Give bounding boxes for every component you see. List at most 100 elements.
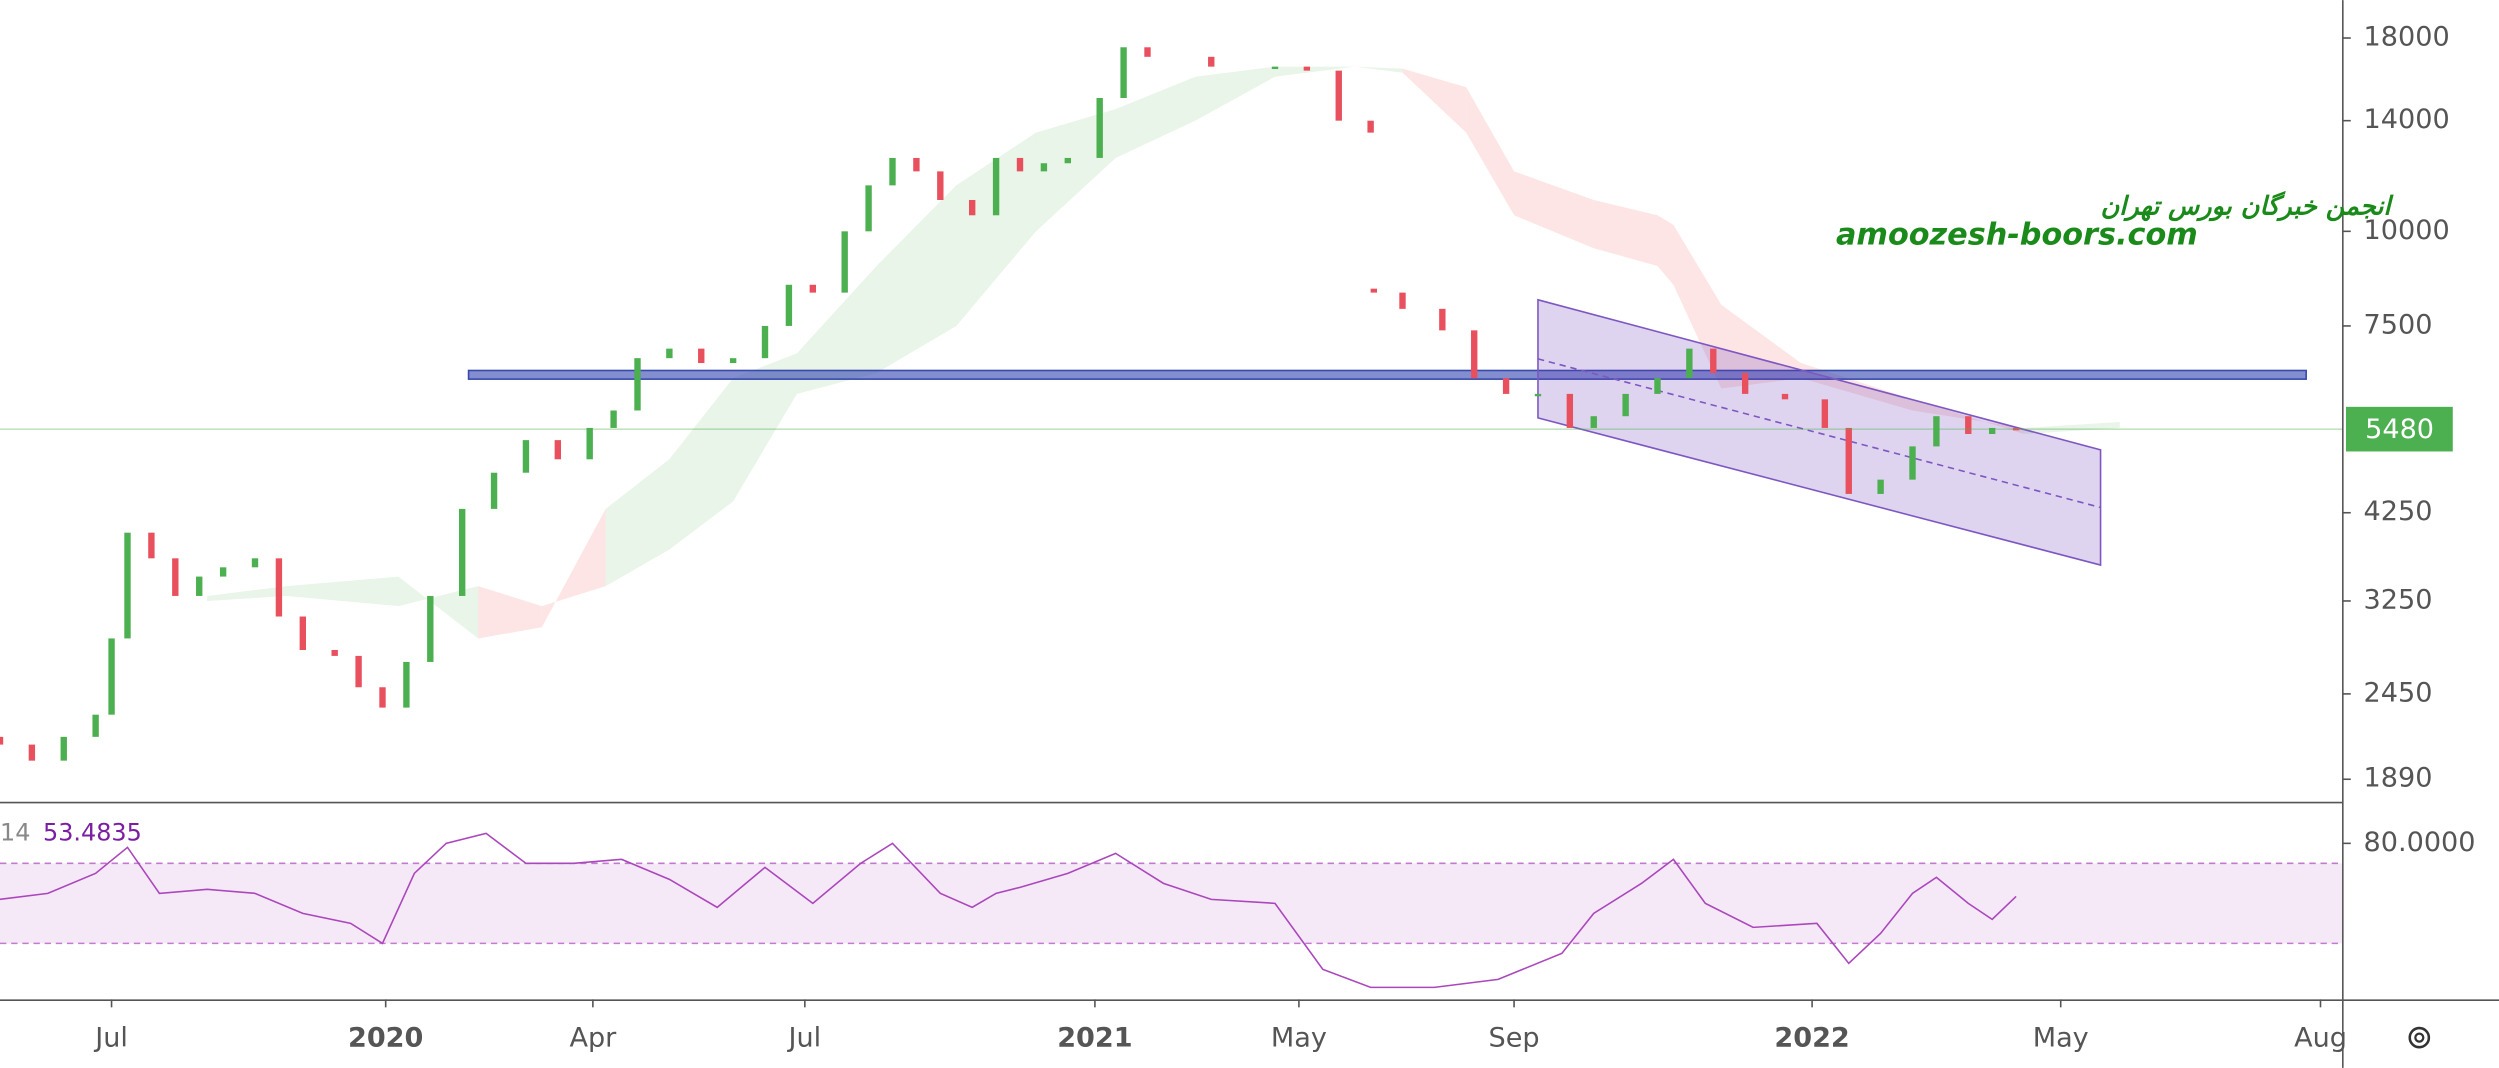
candle: [969, 199, 976, 216]
cloud-segment: [669, 378, 734, 550]
settings-icon[interactable]: [2408, 1026, 2431, 1049]
x-tick-label: 2022: [1774, 1023, 1849, 1054]
cloud-segment: [876, 185, 957, 374]
candle: [698, 348, 705, 364]
cloud-segment: [1275, 66, 1355, 77]
cloud-segment: [1657, 215, 1674, 285]
candle: [60, 736, 67, 761]
candle: [1016, 157, 1024, 172]
cloud-segment: [1514, 171, 1594, 249]
candle: [28, 744, 36, 761]
y-tick-label: 18000: [2364, 22, 2450, 53]
candle: [299, 616, 306, 650]
watermark-site: amoozesh-boors.com: [1836, 217, 2198, 252]
y-tick-label: 3250: [2364, 584, 2433, 615]
candle: [1933, 416, 1940, 447]
y-tick-label: 10000: [2364, 215, 2450, 246]
candle: [1654, 378, 1661, 394]
y-tick-label: 4250: [2364, 496, 2433, 527]
candle: [1303, 66, 1311, 71]
last-price-label: 5480: [2365, 414, 2434, 445]
cloud-segment: [398, 576, 479, 639]
candle: [1686, 348, 1693, 379]
x-tick-label: May: [1271, 1023, 1327, 1054]
candle: [403, 661, 410, 708]
x-tick-label: Apr: [569, 1023, 617, 1054]
candle: [1335, 70, 1342, 121]
candle: [1534, 393, 1542, 397]
candle: [1741, 373, 1749, 394]
candle: [865, 185, 872, 232]
y-tick-label: 1890: [2364, 763, 2433, 794]
x-tick-label: Jul: [787, 1023, 822, 1054]
candle: [275, 558, 283, 617]
candle: [1845, 427, 1852, 494]
candle: [1502, 378, 1510, 394]
candle: [1144, 47, 1151, 57]
candle: [172, 558, 179, 596]
candle: [1781, 393, 1789, 400]
candle: [729, 358, 737, 364]
y-tick-label: 7500: [2364, 309, 2433, 340]
candle: [0, 736, 4, 745]
candle: [1622, 393, 1629, 417]
candle: [459, 508, 466, 596]
candle: [1271, 66, 1279, 70]
cloud-segment: [605, 459, 670, 587]
candle: [666, 348, 673, 359]
rsi-length: 14: [0, 819, 30, 847]
candle: [92, 714, 99, 737]
candle: [219, 567, 227, 577]
candle: [490, 472, 498, 509]
candle: [124, 532, 131, 639]
candle: [1096, 97, 1103, 158]
candle: [1367, 120, 1374, 133]
cloud-segment: [1466, 87, 1515, 216]
candle: [1877, 479, 1884, 494]
channel-midline: [1537, 358, 2101, 509]
candle: [1566, 393, 1574, 428]
x-tick-label: Sep: [1489, 1023, 1540, 1054]
candle: [1399, 292, 1406, 309]
rsi-line: [0, 832, 2017, 989]
candle: [2012, 427, 2020, 431]
candle: [108, 638, 115, 715]
x-tick-label: 2020: [348, 1023, 423, 1054]
candle: [889, 157, 896, 186]
cloud-segment: [1195, 66, 1275, 121]
cloud-segment: [956, 132, 1036, 326]
candle: [785, 284, 793, 326]
cloud-segment: [1721, 304, 1801, 389]
x-tick-label: 2021: [1057, 1023, 1132, 1054]
candle: [1370, 288, 1377, 293]
cloud-segment: [1035, 109, 1116, 232]
cloud-segment: [541, 508, 606, 628]
candle: [1965, 416, 1972, 434]
rsi-band: [0, 863, 2343, 944]
candle: [913, 157, 920, 172]
cloud-segment: [1354, 66, 1403, 73]
candle: [992, 157, 1000, 216]
x-tick-label: May: [2033, 1023, 2089, 1054]
last-price-box: [2346, 406, 2453, 452]
candle: [522, 440, 530, 473]
candle: [331, 649, 338, 656]
plot-layer: 18000 14000 10000 7500 4250 3250 2450 1890 Jul 20…: [0, 22, 2476, 1054]
candle: [634, 358, 641, 411]
candle: [1439, 308, 1446, 331]
cloud-segment: [733, 353, 797, 502]
y-tick-label: 14000: [2364, 104, 2450, 135]
candle: [1064, 157, 1071, 164]
y-tick-label: 2450: [2364, 677, 2433, 708]
candle: [1821, 399, 1829, 428]
cloud-segment: [1673, 224, 1722, 389]
candle: [610, 410, 617, 428]
cloud-segment: [1593, 199, 1658, 266]
candle: [379, 687, 386, 708]
cloud-segment: [207, 586, 287, 601]
cloud-segment: [1115, 76, 1196, 158]
rsi-tick-label: 80.0000: [2364, 827, 2476, 858]
candle: [1590, 416, 1597, 428]
